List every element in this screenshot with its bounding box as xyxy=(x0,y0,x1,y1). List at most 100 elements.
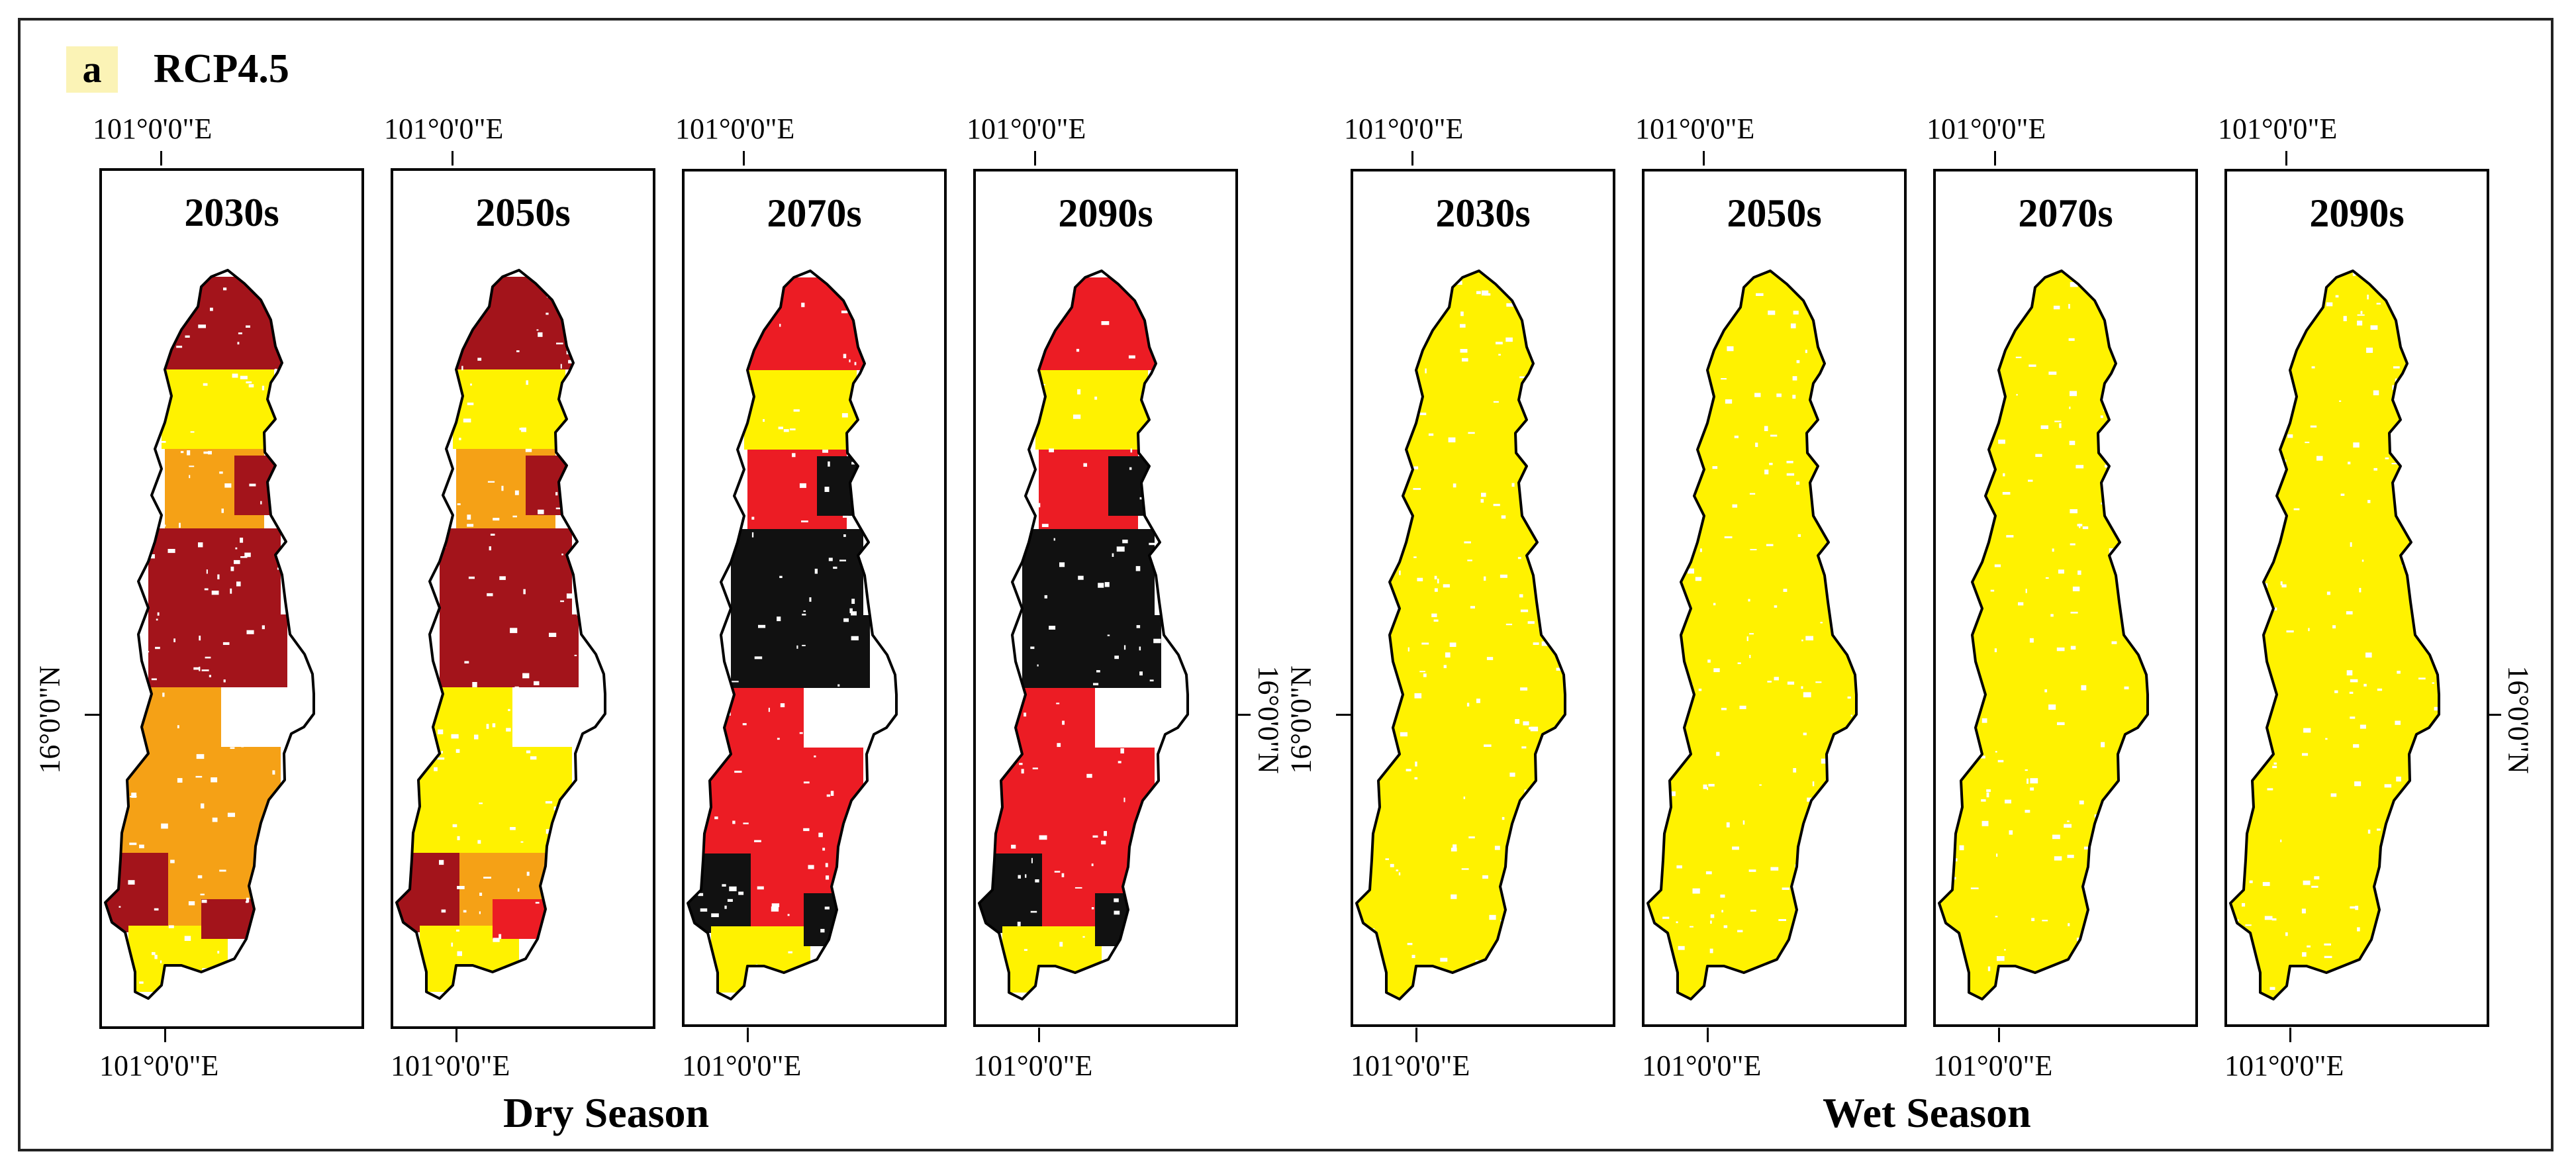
gap-speck xyxy=(2121,546,2128,550)
gap-speck xyxy=(283,981,290,983)
gap-speck xyxy=(223,679,226,683)
lat-label-left: 16°0'0"N xyxy=(33,665,66,774)
gap-speck xyxy=(1406,769,1411,771)
gap-speck xyxy=(1082,936,1085,938)
gap-speck xyxy=(1939,511,1944,516)
gap-speck xyxy=(691,492,695,495)
gap-speck xyxy=(1390,863,1394,867)
gap-speck xyxy=(1532,829,1538,833)
gap-speck xyxy=(1787,681,1795,685)
gap-speck xyxy=(190,431,195,433)
gap-speck xyxy=(1114,910,1120,915)
gap-speck xyxy=(1357,734,1364,738)
gap-speck xyxy=(1176,782,1178,785)
gap-speck xyxy=(998,532,1002,536)
gap-speck xyxy=(2123,531,2126,535)
gap-speck xyxy=(201,803,205,808)
gap-speck xyxy=(2308,628,2310,632)
gap-speck xyxy=(2248,744,2255,747)
gap-speck xyxy=(2348,462,2351,465)
gap-speck xyxy=(1014,558,1020,561)
gap-speck xyxy=(526,722,530,724)
gap-speck xyxy=(582,937,589,939)
gap-speck xyxy=(1398,872,1401,876)
gap-speck xyxy=(779,324,781,327)
gap-speck xyxy=(313,914,314,917)
gap-speck xyxy=(1019,763,1023,765)
gap-speck xyxy=(2426,552,2432,557)
gap-speck xyxy=(1160,280,1166,283)
gap-speck xyxy=(262,385,265,391)
gap-speck xyxy=(1556,599,1564,604)
gap-speck xyxy=(1396,869,1399,871)
gap-speck xyxy=(2286,344,2288,350)
gap-speck xyxy=(2042,920,2048,922)
lon-label-bottom: 101°0'0"E xyxy=(1933,1049,2053,1082)
gap-speck xyxy=(1428,433,1434,436)
gap-speck xyxy=(561,858,563,860)
gap-speck xyxy=(2353,744,2360,748)
gap-speck xyxy=(1727,346,1734,352)
class-patch xyxy=(724,277,870,370)
gap-speck xyxy=(1999,283,2007,287)
lon-label-top: 101°0'0"E xyxy=(967,113,1086,145)
gap-speck xyxy=(483,276,485,279)
gap-speck xyxy=(2054,420,2062,422)
gap-speck xyxy=(1180,648,1186,652)
gap-speck xyxy=(1059,562,1065,567)
gap-speck xyxy=(1987,966,1991,971)
gap-speck xyxy=(1032,767,1038,769)
class-patch xyxy=(1022,529,1155,615)
gap-speck xyxy=(1956,444,1959,449)
gap-speck xyxy=(489,546,491,551)
gap-speck xyxy=(986,387,988,391)
gap-speck xyxy=(204,588,209,591)
map-panel-wet-2030s: 2030s xyxy=(1351,169,1615,1027)
gap-speck xyxy=(2028,479,2033,482)
gap-speck xyxy=(1541,523,1543,528)
gap-speck xyxy=(808,865,814,869)
gap-speck xyxy=(210,307,213,311)
gap-speck xyxy=(792,453,796,458)
gap-speck xyxy=(730,485,734,489)
gap-speck xyxy=(1118,761,1121,763)
gap-speck xyxy=(1963,574,1967,577)
gap-speck xyxy=(1470,606,1475,608)
gap-speck xyxy=(237,342,240,345)
gap-speck xyxy=(1096,670,1100,673)
gap-speck xyxy=(2436,277,2439,281)
gap-speck xyxy=(394,980,397,981)
gap-speck xyxy=(2332,625,2336,629)
gap-speck xyxy=(771,906,779,912)
gap-speck xyxy=(849,359,851,363)
gap-speck xyxy=(1648,386,1649,391)
gap-speck xyxy=(540,727,545,732)
gap-speck xyxy=(2029,638,2034,643)
gap-speck xyxy=(538,332,543,337)
gap-speck xyxy=(1123,645,1126,650)
gap-speck xyxy=(1176,972,1179,976)
gap-speck xyxy=(1183,327,1188,332)
gap-speck xyxy=(1661,556,1664,561)
gap-speck xyxy=(2401,514,2405,517)
gap-speck xyxy=(189,475,191,479)
gap-speck xyxy=(1857,810,1862,812)
gap-speck xyxy=(291,569,296,574)
season-label-dry: Dry Season xyxy=(503,1089,710,1136)
gap-speck xyxy=(1708,783,1715,787)
gap-speck xyxy=(814,568,818,574)
gap-speck xyxy=(1449,642,1456,647)
gap-speck xyxy=(787,914,790,916)
gap-speck xyxy=(160,441,166,443)
gap-speck xyxy=(1481,290,1489,296)
lat-label-right: 16°0'0"N xyxy=(2502,665,2535,774)
gap-speck xyxy=(1461,868,1469,870)
basin-fill xyxy=(394,270,605,992)
gap-speck xyxy=(891,861,896,866)
gap-speck xyxy=(574,654,577,656)
gap-speck xyxy=(125,628,130,631)
decade-label: 2070s xyxy=(2018,191,2113,235)
gap-speck xyxy=(2264,916,2273,920)
gap-speck xyxy=(244,552,251,558)
gap-speck xyxy=(820,928,825,933)
